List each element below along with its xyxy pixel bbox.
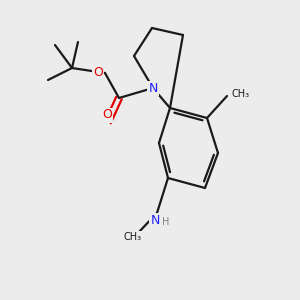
Text: CH₃: CH₃ bbox=[231, 89, 249, 99]
Text: O: O bbox=[93, 67, 103, 80]
Text: H: H bbox=[162, 217, 170, 227]
Text: O: O bbox=[102, 109, 112, 122]
Text: CH₃: CH₃ bbox=[124, 232, 142, 242]
Text: N: N bbox=[150, 214, 160, 226]
Text: N: N bbox=[148, 82, 158, 94]
